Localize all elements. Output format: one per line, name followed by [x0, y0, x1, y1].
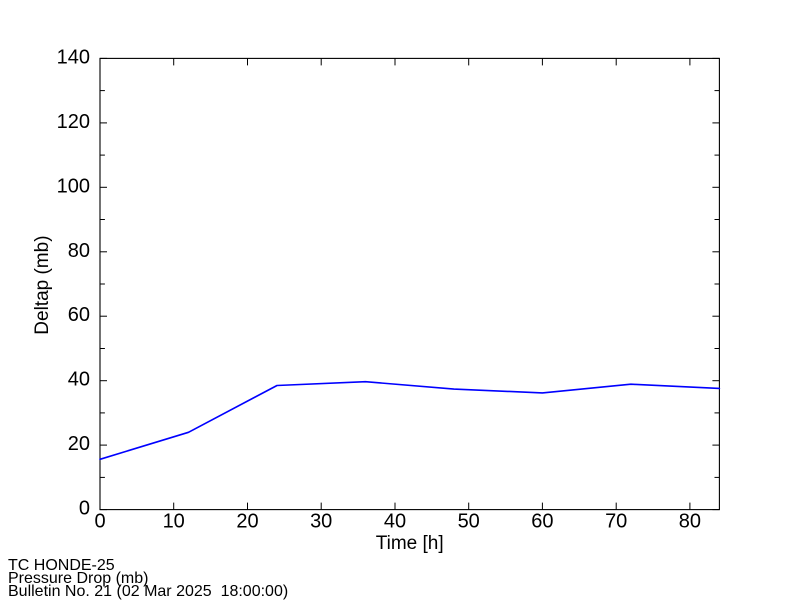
svg-text:60: 60 [531, 510, 553, 532]
svg-text:20: 20 [68, 433, 90, 455]
svg-text:Time [h]: Time [h] [376, 533, 444, 554]
svg-text:Deltap (mb): Deltap (mb) [32, 235, 53, 334]
svg-text:100: 100 [57, 175, 90, 197]
svg-text:40: 40 [68, 369, 90, 391]
svg-text:70: 70 [605, 510, 627, 532]
svg-text:50: 50 [458, 510, 480, 532]
svg-text:30: 30 [310, 510, 332, 532]
svg-text:10: 10 [163, 510, 185, 532]
svg-text:40: 40 [384, 510, 406, 532]
svg-text:80: 80 [68, 240, 90, 262]
svg-text:0: 0 [94, 510, 105, 532]
svg-text:60: 60 [68, 304, 90, 326]
svg-text:120: 120 [57, 111, 90, 133]
svg-text:140: 140 [57, 46, 90, 68]
svg-text:20: 20 [236, 510, 258, 532]
svg-text:0: 0 [79, 498, 90, 520]
svg-text:80: 80 [679, 510, 701, 532]
